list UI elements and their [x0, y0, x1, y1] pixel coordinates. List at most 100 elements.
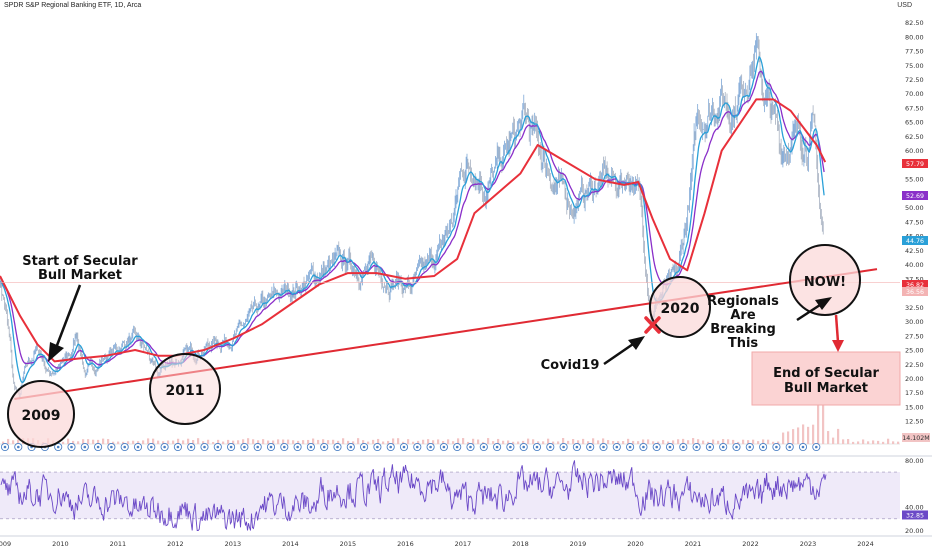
dividend-marker[interactable]	[67, 442, 76, 452]
dividend-marker[interactable]	[160, 442, 169, 452]
dividend-marker[interactable]	[94, 442, 103, 452]
dividend-marker[interactable]	[732, 442, 741, 452]
dividend-marker[interactable]	[439, 442, 448, 452]
dividend-marker[interactable]	[493, 442, 502, 452]
circle-now[interactable]: NOW!	[789, 244, 861, 316]
dividend-marker[interactable]	[665, 442, 675, 452]
volume-bar	[482, 441, 485, 444]
dividend-marker[interactable]	[546, 442, 555, 452]
dividend-marker[interactable]	[306, 442, 315, 452]
dividend-marker[interactable]	[173, 442, 182, 452]
current-price-label: 52.69	[902, 191, 928, 200]
dividend-marker[interactable]	[453, 442, 462, 452]
arrow-end-secular[interactable]	[832, 314, 844, 352]
dividend-marker[interactable]	[785, 442, 794, 452]
volume-bar	[512, 441, 515, 444]
dividend-marker[interactable]	[187, 442, 196, 452]
dividend-marker[interactable]	[652, 442, 661, 452]
dividend-marker[interactable]	[719, 442, 728, 452]
dividend-marker[interactable]	[213, 442, 222, 452]
dividend-marker[interactable]	[227, 442, 236, 452]
dividend-marker[interactable]	[705, 442, 714, 452]
dividend-marker[interactable]	[572, 442, 581, 452]
volume-bar	[882, 441, 885, 444]
dividend-marker[interactable]	[360, 442, 369, 452]
dividend-marker[interactable]	[253, 442, 262, 452]
dividend-marker[interactable]	[200, 442, 209, 452]
volume-bar	[227, 439, 230, 444]
dividend-marker[interactable]	[386, 442, 395, 452]
volume-bar	[457, 438, 460, 444]
volume-bar	[507, 440, 510, 444]
arrow-regionals[interactable]	[796, 297, 832, 322]
dividend-marker[interactable]	[293, 442, 302, 452]
dividend-marker[interactable]	[506, 442, 515, 452]
price-axis[interactable]: 12.50 15.00 17.50 20.00 22.50 25.00 27.50 30.00…	[905, 19, 924, 426]
volume-bar	[132, 440, 135, 444]
price-tick-label: 60.00	[905, 147, 924, 155]
arrow-covid[interactable]	[603, 336, 645, 366]
arrow-start-secular[interactable]	[48, 284, 82, 362]
time-tick-label: 2021	[685, 540, 702, 548]
dividend-marker[interactable]	[466, 442, 475, 452]
dividend-marker[interactable]	[626, 442, 635, 452]
dividend-marker[interactable]	[586, 442, 595, 452]
dividend-marker[interactable]	[745, 442, 754, 452]
dividend-marker[interactable]	[599, 442, 608, 452]
circle-2009[interactable]: 2009	[7, 380, 75, 448]
dividend-marker[interactable]	[280, 442, 289, 452]
dividend-marker[interactable]	[107, 442, 116, 452]
volume-bar	[422, 439, 425, 444]
dividend-marker[interactable]	[519, 442, 528, 452]
volume-bar	[592, 438, 595, 444]
dividend-marker[interactable]	[80, 442, 89, 452]
dividend-marker[interactable]	[266, 442, 276, 452]
dividend-marker[interactable]	[14, 442, 23, 452]
end-of-secular-box[interactable]: End of Secular Bull Market	[751, 351, 901, 406]
dividend-marker[interactable]	[772, 442, 781, 452]
dividend-marker[interactable]	[120, 442, 129, 452]
dividend-marker[interactable]	[759, 442, 768, 452]
volume-bar	[642, 439, 645, 444]
dividend-marker[interactable]	[333, 442, 342, 452]
dividend-marker[interactable]	[320, 442, 329, 452]
volume-bar	[562, 438, 565, 444]
dividend-marker[interactable]	[679, 442, 688, 452]
time-tick-label: 2024	[857, 540, 874, 548]
volume-bar	[492, 441, 495, 444]
price-tick-label: 80.00	[905, 33, 924, 41]
volume-bar	[672, 440, 675, 444]
dividend-marker[interactable]	[346, 442, 355, 452]
volume-bar	[272, 440, 275, 444]
dividend-marker[interactable]	[54, 442, 63, 452]
dividend-marker[interactable]	[240, 442, 249, 452]
dividend-marker[interactable]	[612, 442, 621, 452]
dividend-marker[interactable]	[426, 442, 435, 452]
dividend-marker[interactable]	[559, 442, 568, 452]
circle-2020[interactable]: 2020	[649, 276, 711, 338]
dividend-marker[interactable]	[639, 442, 648, 452]
dividend-marker[interactable]	[532, 442, 542, 452]
dividend-marker[interactable]	[812, 442, 821, 452]
price-tick-label: 55.00	[905, 176, 924, 184]
dividend-marker[interactable]	[692, 442, 701, 452]
dividend-marker[interactable]	[399, 442, 409, 452]
svg-text:36.56: 36.56	[906, 289, 924, 296]
time-axis[interactable]: 2009 2010 2011 2012 2013 2014 2015 2016 2017 2018…	[0, 540, 874, 548]
dividend-marker[interactable]	[479, 442, 488, 452]
dividend-marker[interactable]	[798, 442, 808, 452]
volume-bar	[402, 441, 405, 444]
price-tick-label: 12.50	[905, 418, 924, 426]
time-tick-label: 2022	[742, 540, 759, 548]
dividend-marker[interactable]	[373, 442, 382, 452]
circle-2011[interactable]: 2011	[149, 353, 221, 425]
end-bull-market-text: Bull Market	[784, 381, 868, 396]
volume-bar	[652, 441, 655, 444]
event-markers[interactable]	[0, 442, 821, 452]
circle-2009-label: 2009	[22, 408, 61, 424]
dividend-marker[interactable]	[147, 442, 156, 452]
dividend-marker[interactable]	[413, 442, 422, 452]
dividend-marker[interactable]	[133, 442, 143, 452]
dividend-marker[interactable]	[0, 442, 10, 452]
